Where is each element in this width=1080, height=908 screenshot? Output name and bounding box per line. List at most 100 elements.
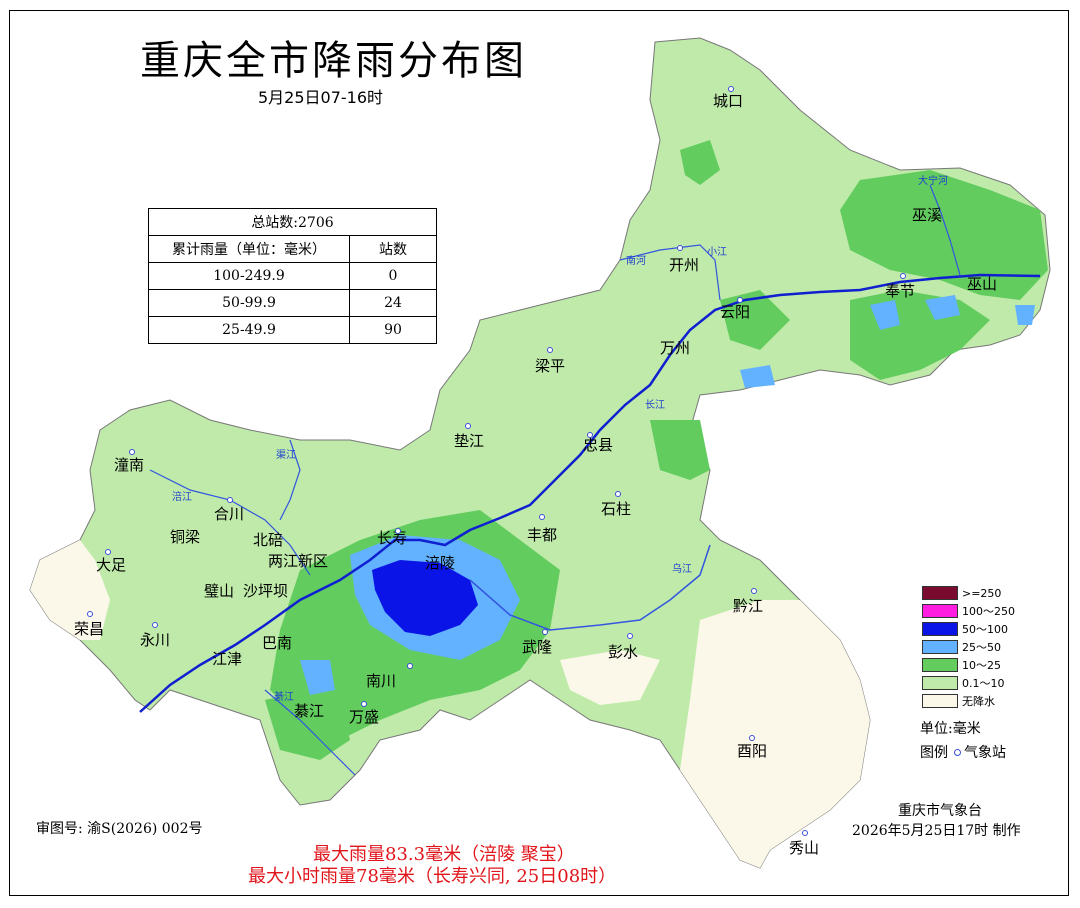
city-label: 綦江 [294,702,324,720]
patch-chengkou [680,140,720,185]
station-zhongxian [587,432,593,438]
station-liangping [547,347,553,353]
city-label: 长寿 [377,529,407,547]
river-label: 南河 [626,254,646,267]
made-time: 2026年5月25日17时 制作 [852,823,1021,839]
legend-item: 25～50 [922,638,1015,656]
river-qujiang [279,439,301,521]
river-jialing [149,469,311,576]
station-youyang [749,735,755,741]
table-cell-range: 100-249.9 [148,262,350,290]
river-label: 小江 [707,246,727,258]
city-label: 万州 [660,339,690,357]
city-label: 南川 [366,672,396,690]
rain-50-100-core [372,560,478,636]
rainfall-legend: >=250 100～250 50～100 25～50 10～25 0.1～10 … [922,584,1015,710]
station-shizhu [615,491,621,497]
river-qijiang-line [264,689,356,776]
city-label: 两江新区 [268,552,328,570]
patch-wanzhou-blue [740,365,775,388]
agency-name: 重庆市气象台 [898,803,982,819]
station-qianjiang [751,588,757,594]
city-label: 奉节 [885,282,915,300]
city-label: 开州 [669,256,699,274]
legend-label: 0.1～10 [962,677,1005,690]
city-label: 黔江 [733,597,763,615]
table-row: 50-99.9 24 [148,289,437,317]
patch-fengjie-blue [870,300,900,330]
legend-swatch [922,694,958,708]
river-label: 乌江 [672,562,692,575]
patch-shizhu [650,420,710,480]
city-label: 永川 [140,631,170,649]
city-label: 巴南 [262,634,292,652]
region-no-rain-southeast [680,600,870,868]
region-base [29,37,1051,869]
river-label: 渠江 [276,449,296,461]
legend-item: 无降水 [922,692,1015,710]
table-cell-count: 24 [349,289,437,317]
river-label: 綦江 [274,690,294,703]
city-label: 大足 [96,556,126,574]
city-label: 江津 [212,650,242,668]
station-fengjie [900,273,906,279]
river-label: 涪江 [172,490,192,503]
river-yangtze [139,273,1041,713]
legend-label: 50～100 [962,623,1008,636]
station-stats-table: 总站数:2706 累计雨量（单位：毫米） 站数 100-249.9 0 50-9… [148,208,437,344]
city-label: 巫溪 [912,206,942,224]
station-wulong [542,629,548,635]
review-number: 审图号: 渝S(2026) 002号 [36,821,203,837]
table-header-range: 累计雨量（单位：毫米） [148,235,350,263]
river-wujiang [469,544,711,631]
station-wansheng [361,701,367,707]
table-total: 总站数:2706 [148,208,437,236]
city-label: 云阳 [720,303,750,321]
city-label: 北碚 [253,531,283,549]
station-xiushan [802,830,808,836]
station-fengdu [539,514,545,520]
station-kaizhou [677,245,683,251]
station-nanchuan [407,663,413,669]
city-label: 沙坪坝 [243,582,288,600]
legend-label: 10～25 [962,659,1001,672]
table-cell-range: 25-49.9 [148,316,350,344]
river-daning [929,184,961,276]
legend-label: >=250 [962,586,1002,600]
map-subtitle: 5月25日07-16时 [258,88,384,107]
patch-yunyang [720,290,790,350]
river-label: 大宁河 [918,174,948,187]
river-labels: 大宁河 南河 小江 长江 涪江 渠江 乌江 綦江 [172,174,948,703]
unit-label: 单位:毫米 [920,721,981,737]
patch-east-blue [1015,305,1035,325]
station-legend-label: 气象站 [964,745,1006,761]
city-label: 铜梁 [170,528,200,546]
station-dianjiang [465,423,471,429]
station-dazu [105,549,111,555]
legend-item: 50～100 [922,620,1015,638]
legend-item: 100～250 [922,602,1015,620]
city-label: 垫江 [454,432,484,450]
city-label: 酉阳 [737,742,767,760]
station-hechuan [227,497,233,503]
station-dot-icon [954,748,961,756]
legend-swatch [922,658,958,672]
table-row: 25-49.9 90 [148,316,437,344]
station-markers [87,86,906,836]
legend-item: >=250 [922,584,1015,602]
region-no-rain-south [560,650,660,705]
legend-swatch [922,604,958,618]
legend-swatch [922,640,958,654]
city-labels: 城口 巫溪 开州 奉节 巫山 云阳 万州 梁平 垫江 忠县 石柱 丰都 长寿 涪… [74,92,997,857]
city-label: 合川 [214,505,244,523]
city-label: 潼南 [114,456,144,474]
legend-title: 图例 [920,745,948,761]
max-hourly-rainfall: 最大小时雨量78毫米（长寿兴同, 25日08时） [248,866,617,887]
legend-label: 25～50 [962,641,1001,654]
station-chengkou [728,86,734,92]
max-rainfall: 最大雨量83.3毫米（涪陵 聚宝） [313,844,575,865]
city-label: 丰都 [527,526,557,544]
station-tongnan [129,449,135,455]
river-xiaojiang [619,244,721,301]
station-legend: 图例 气象站 [920,742,1006,762]
